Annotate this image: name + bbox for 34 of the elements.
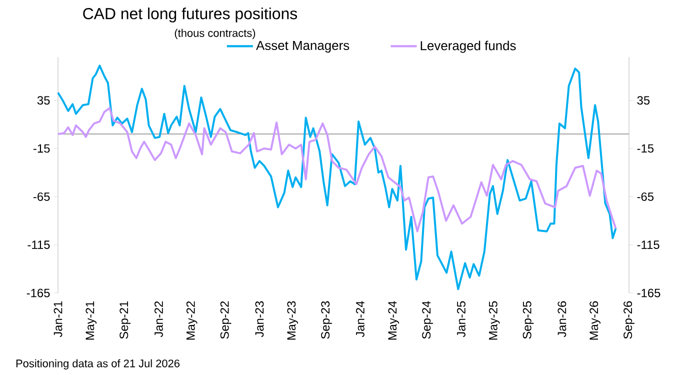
y2-tick-label: -115 xyxy=(637,240,660,249)
y-tick-label: 35 xyxy=(37,96,50,105)
y-tick-label: -15 xyxy=(33,144,50,153)
line-series xyxy=(57,64,617,290)
text: Positioning data as of 21 Jul 2026 xyxy=(16,359,180,370)
x-tick-label: Jan-25 xyxy=(456,301,466,338)
y-tick-label: -165 xyxy=(26,288,50,298)
x-tick-label: May-26 xyxy=(590,301,600,340)
x-tick-label: Jan-24 xyxy=(356,301,364,338)
legend-label: Asset Managers xyxy=(256,40,350,53)
y-tick-label: -65 xyxy=(33,192,50,201)
x-tick-label: May-25 xyxy=(488,301,500,340)
x-tick-label: Sep-22 xyxy=(220,301,232,339)
y-tick-label: -115 xyxy=(28,240,50,249)
x-tick-label: Jan-23 xyxy=(255,301,264,338)
x-tick-label: May-21 xyxy=(86,301,97,340)
x-tick-label: Sep-26 xyxy=(624,301,634,339)
chart-subtitle: (thous contracts) xyxy=(174,28,256,40)
x-tick-label: Sep-21 xyxy=(120,301,130,339)
x-tick-label: May-23 xyxy=(287,301,298,340)
x-tick-label: May-24 xyxy=(388,301,400,340)
x-tick-label: Jan-22 xyxy=(154,301,163,338)
y2-tick-label: -15 xyxy=(637,144,654,153)
y2-tick-label: -65 xyxy=(637,192,654,201)
y2-tick-label: 35 xyxy=(637,96,650,105)
x-tick-label: Jan-26 xyxy=(558,301,566,338)
x-tick-label: May-22 xyxy=(186,301,198,340)
x-tick-label: Sep-23 xyxy=(321,301,332,339)
chart-title: CAD net long futures positions xyxy=(83,8,298,22)
legend-label: Leveraged funds xyxy=(420,40,516,53)
x-tick-label: Sep-25 xyxy=(522,301,534,339)
x-tick-label: Jan-21 xyxy=(54,301,62,338)
y2-tick-label: -165 xyxy=(637,288,660,298)
x-tick-label: Sep-24 xyxy=(422,301,433,339)
